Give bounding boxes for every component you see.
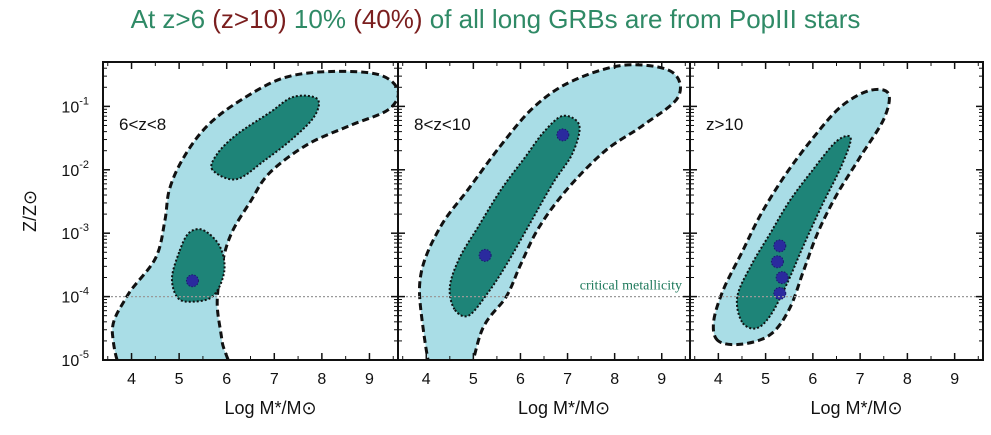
title-part: (z>10) — [212, 4, 287, 34]
x-tick-label: 5 — [761, 371, 770, 388]
inner-contour — [210, 94, 320, 181]
x-tick-label: 6 — [808, 371, 817, 388]
x-tick-label: 8 — [903, 371, 912, 388]
figure-title: At z>6 (z>10) 10% (40%) of all long GRBs… — [0, 4, 991, 35]
y-tick-label: 10-2 — [61, 159, 89, 180]
y-tick-label: 10-3 — [61, 222, 89, 243]
x-axis-label: Log M*/M⊙ — [224, 398, 316, 418]
panel-label: 6<z<8 — [119, 115, 166, 134]
x-tick-label: 9 — [657, 371, 666, 388]
x-axis-label: Log M*/M⊙ — [810, 398, 902, 418]
peak-region — [773, 239, 787, 253]
title-part: 10% — [286, 4, 354, 34]
plot-area — [690, 87, 983, 347]
title-part: At z>6 — [130, 4, 213, 34]
inner-contour — [735, 134, 852, 330]
peak-region — [185, 274, 199, 288]
peak-region — [773, 286, 787, 300]
x-tick-label: 6 — [222, 371, 231, 388]
inner-contour — [448, 114, 581, 318]
title-part: (40%) — [353, 4, 423, 34]
y-tick-label: 10-4 — [61, 286, 89, 307]
y-tick-label: 10-1 — [61, 95, 89, 116]
title-part: of all long GRBs are from PopIII stars — [422, 4, 861, 34]
x-tick-label: 7 — [270, 371, 279, 388]
x-tick-label: 9 — [365, 371, 374, 388]
panel-1: 4 5 6 7 8 9 10-5 10-4 10-3 10-2 10-1 6<z<8 Log M*/M⊙ — [61, 61, 399, 418]
x-tick-label: 4 — [422, 371, 431, 388]
x-tick-label: 7 — [856, 371, 865, 388]
inner-contour — [170, 228, 226, 303]
x-tick-label: 4 — [127, 371, 136, 388]
x-tick-label: 6 — [516, 371, 525, 388]
peak-region — [556, 128, 570, 142]
y-axis-label: Z/Z⊙ — [20, 190, 40, 232]
panel-3: 4 5 6 7 8 9 z>10 Log M*/M⊙ — [689, 61, 984, 418]
x-tick-label: 7 — [563, 371, 572, 388]
y-tick-label: 10-5 — [61, 349, 89, 370]
x-tick-label: 5 — [175, 371, 184, 388]
y-axis-label-text: Z/Z⊙ — [20, 190, 40, 232]
x-tick-label: 5 — [469, 371, 478, 388]
critical-metallicity-label: critical metallicity — [580, 279, 682, 294]
panels: 4 5 6 7 8 9 10-5 10-4 10-3 10-2 10-1 6<z<8 Log M*/M⊙… — [61, 61, 984, 418]
panel-label: 8<z<10 — [414, 115, 471, 134]
plot-area — [398, 63, 690, 360]
peak-region — [770, 255, 784, 269]
x-tick-label: 9 — [950, 371, 959, 388]
x-tick-label: 8 — [610, 371, 619, 388]
peak-region — [775, 271, 789, 285]
x-tick-label: 4 — [714, 371, 723, 388]
panel-label: z>10 — [706, 115, 743, 134]
x-tick-label: 8 — [317, 371, 326, 388]
peak-region — [478, 248, 492, 262]
plot-area — [103, 69, 398, 360]
panel-2: critical metallicity 4 5 6 7 8 9 8<z<10 Log M*/M… — [397, 61, 691, 418]
x-axis-label: Log M*/M⊙ — [518, 398, 610, 418]
